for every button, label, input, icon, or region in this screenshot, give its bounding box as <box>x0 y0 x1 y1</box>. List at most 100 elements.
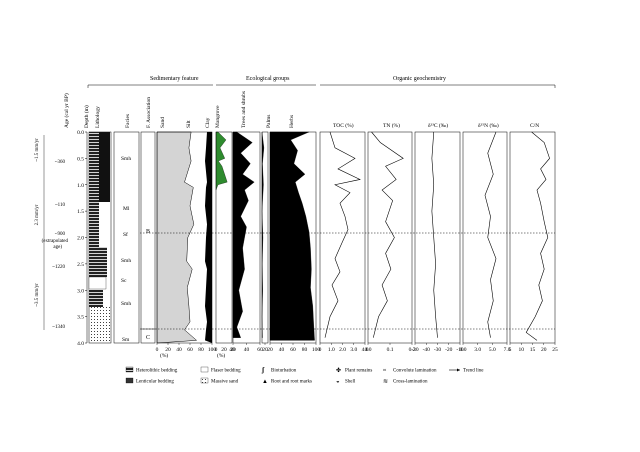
series-area <box>269 131 315 341</box>
axis-tick-label: 80 <box>198 347 204 353</box>
fassoc-column: B C <box>140 131 156 344</box>
depth-tick-label: 1.5 <box>77 209 84 215</box>
age-4: (extrapolated <box>42 239 69 244</box>
axis-tick-label: 80 <box>302 347 308 353</box>
label-d15n: δ¹⁵N (‰) <box>478 122 499 129</box>
facies-4: Smh <box>121 258 131 264</box>
shell-icon: ◒ <box>336 379 340 385</box>
legend-swatch-massive <box>200 377 209 384</box>
panel-frame <box>367 131 413 344</box>
depth-tick-label: 2.0 <box>77 236 84 242</box>
axis-tick-label: 25 <box>552 347 558 353</box>
depth-tick-label: 0.0 <box>77 130 84 136</box>
series-line <box>431 131 438 338</box>
rate-3: ~3.5 mm/yr <box>35 283 40 307</box>
legend: Heterolithic bedding Flaser bedding ʃ Bi… <box>125 366 484 385</box>
axis-tick-label: 10 <box>519 347 525 353</box>
panel-frame <box>414 131 461 344</box>
facies-7: Sm <box>122 337 130 343</box>
axis-tick-label: 5 <box>509 347 512 353</box>
axis-tick-label: 40 <box>244 347 250 353</box>
label-d13c: δ¹³C (‰) <box>428 122 448 129</box>
bioturbation-icon: ʃ <box>261 366 265 374</box>
axis-tick-label: 0.1 <box>387 347 394 353</box>
panel-frame <box>215 131 233 344</box>
convolute-icon: ≈ <box>383 368 387 374</box>
legend-10: Shell <box>345 380 356 385</box>
axis-tick-label: 7.0 <box>504 347 511 353</box>
legend-2: Flaser bedding <box>211 369 241 374</box>
legend-4: Plant remains <box>345 369 372 374</box>
axis-tick-label: 20 <box>230 347 236 353</box>
age-7: ~1340 <box>52 325 65 330</box>
label-age: Age (cal yr BP) <box>63 93 70 128</box>
rate-2: 2.3 mm/yr <box>35 204 40 225</box>
legend-swatch-hetero <box>125 366 134 373</box>
axis-tick-label: 4.0 <box>362 347 369 353</box>
root-icon: ▲ <box>262 379 268 385</box>
rates: ~1.5 mm/yr 2.3 mm/yr ~3.5 mm/yr <box>35 135 45 330</box>
legend-11: Cross-lamination <box>393 380 428 385</box>
panel-8 <box>462 131 508 344</box>
series-area <box>261 131 265 338</box>
header-organic: Organic geochemistry <box>393 76 446 82</box>
depth-tick-label: 4.0 <box>77 341 84 347</box>
header-ecological: Ecological groups <box>246 76 290 82</box>
series-area <box>232 131 255 338</box>
panel-6 <box>367 131 413 344</box>
sand-area <box>156 131 198 344</box>
label-toc: TOC (%) <box>333 122 354 129</box>
panel-4 <box>269 131 317 344</box>
axis-tick-label: 3.0 <box>350 347 357 353</box>
panel-frame <box>509 131 556 344</box>
panel-0 <box>156 131 213 344</box>
axis-tick-label: -10 <box>456 347 464 353</box>
panel-3 <box>261 131 269 344</box>
axis-tick-label: 60 <box>290 347 296 353</box>
label-palms: Palms <box>266 115 272 128</box>
axis-tick-label: 100 <box>312 347 321 353</box>
legend-8: Massive sand <box>211 380 239 385</box>
label-trees: Trees and shrubs <box>241 91 247 128</box>
depth-tick-label: 3.0 <box>77 288 84 294</box>
legend-7: Lenticular bedding <box>136 380 174 385</box>
facies-5: Sc <box>121 278 127 284</box>
axis-tick-label: 20 <box>262 347 268 353</box>
label-fassoc: F. Association <box>146 97 152 128</box>
series-line <box>525 131 550 341</box>
panel-2 <box>232 131 261 344</box>
axis-tick-label: 20 <box>541 347 547 353</box>
legend-9: Root and root marks <box>271 380 312 385</box>
panel-frame <box>319 131 366 344</box>
sand-unit: (%) <box>160 352 168 359</box>
facies-3: Sf <box>123 231 128 238</box>
label-cn: C/N <box>530 123 539 129</box>
axis-tick-label: 0 <box>156 347 159 353</box>
axis-tick-label: 0.0 <box>460 347 467 353</box>
facies-2: Ml <box>123 206 130 212</box>
label-depth: Depth (m) <box>83 105 90 128</box>
label-clay: Clay <box>205 117 211 128</box>
age-6: ~1220 <box>52 265 65 270</box>
axis-tick-label: 100 <box>208 347 217 353</box>
age-1: ~360 <box>55 160 66 165</box>
panel-1 <box>215 131 233 344</box>
axis-tick-label: 20 <box>165 347 171 353</box>
axis-tick-label: 40 <box>279 347 285 353</box>
header-sedimentary: Sedimentary feature <box>150 75 199 82</box>
axis-tick-label: 3.0 <box>474 347 481 353</box>
age-2: ~110 <box>55 203 66 208</box>
label-herbs: Herbs <box>289 115 295 128</box>
axis-tick-label: 0.2 <box>409 347 416 353</box>
plant-remains-icon: ✤ <box>336 367 341 374</box>
legend-swatch-lenticular <box>125 377 134 384</box>
axis-tick-label: -20 <box>445 347 453 353</box>
label-facies: Facies <box>125 114 131 128</box>
facies-1: Smh <box>121 156 131 162</box>
axis-tick-label: 0.0 <box>365 347 372 353</box>
depth-tick-label: 1.0 <box>77 183 84 189</box>
axis-tick-label: 15 <box>530 347 536 353</box>
legend-swatch-flaser <box>200 366 209 373</box>
depth-tick-label: 2.5 <box>77 262 84 268</box>
